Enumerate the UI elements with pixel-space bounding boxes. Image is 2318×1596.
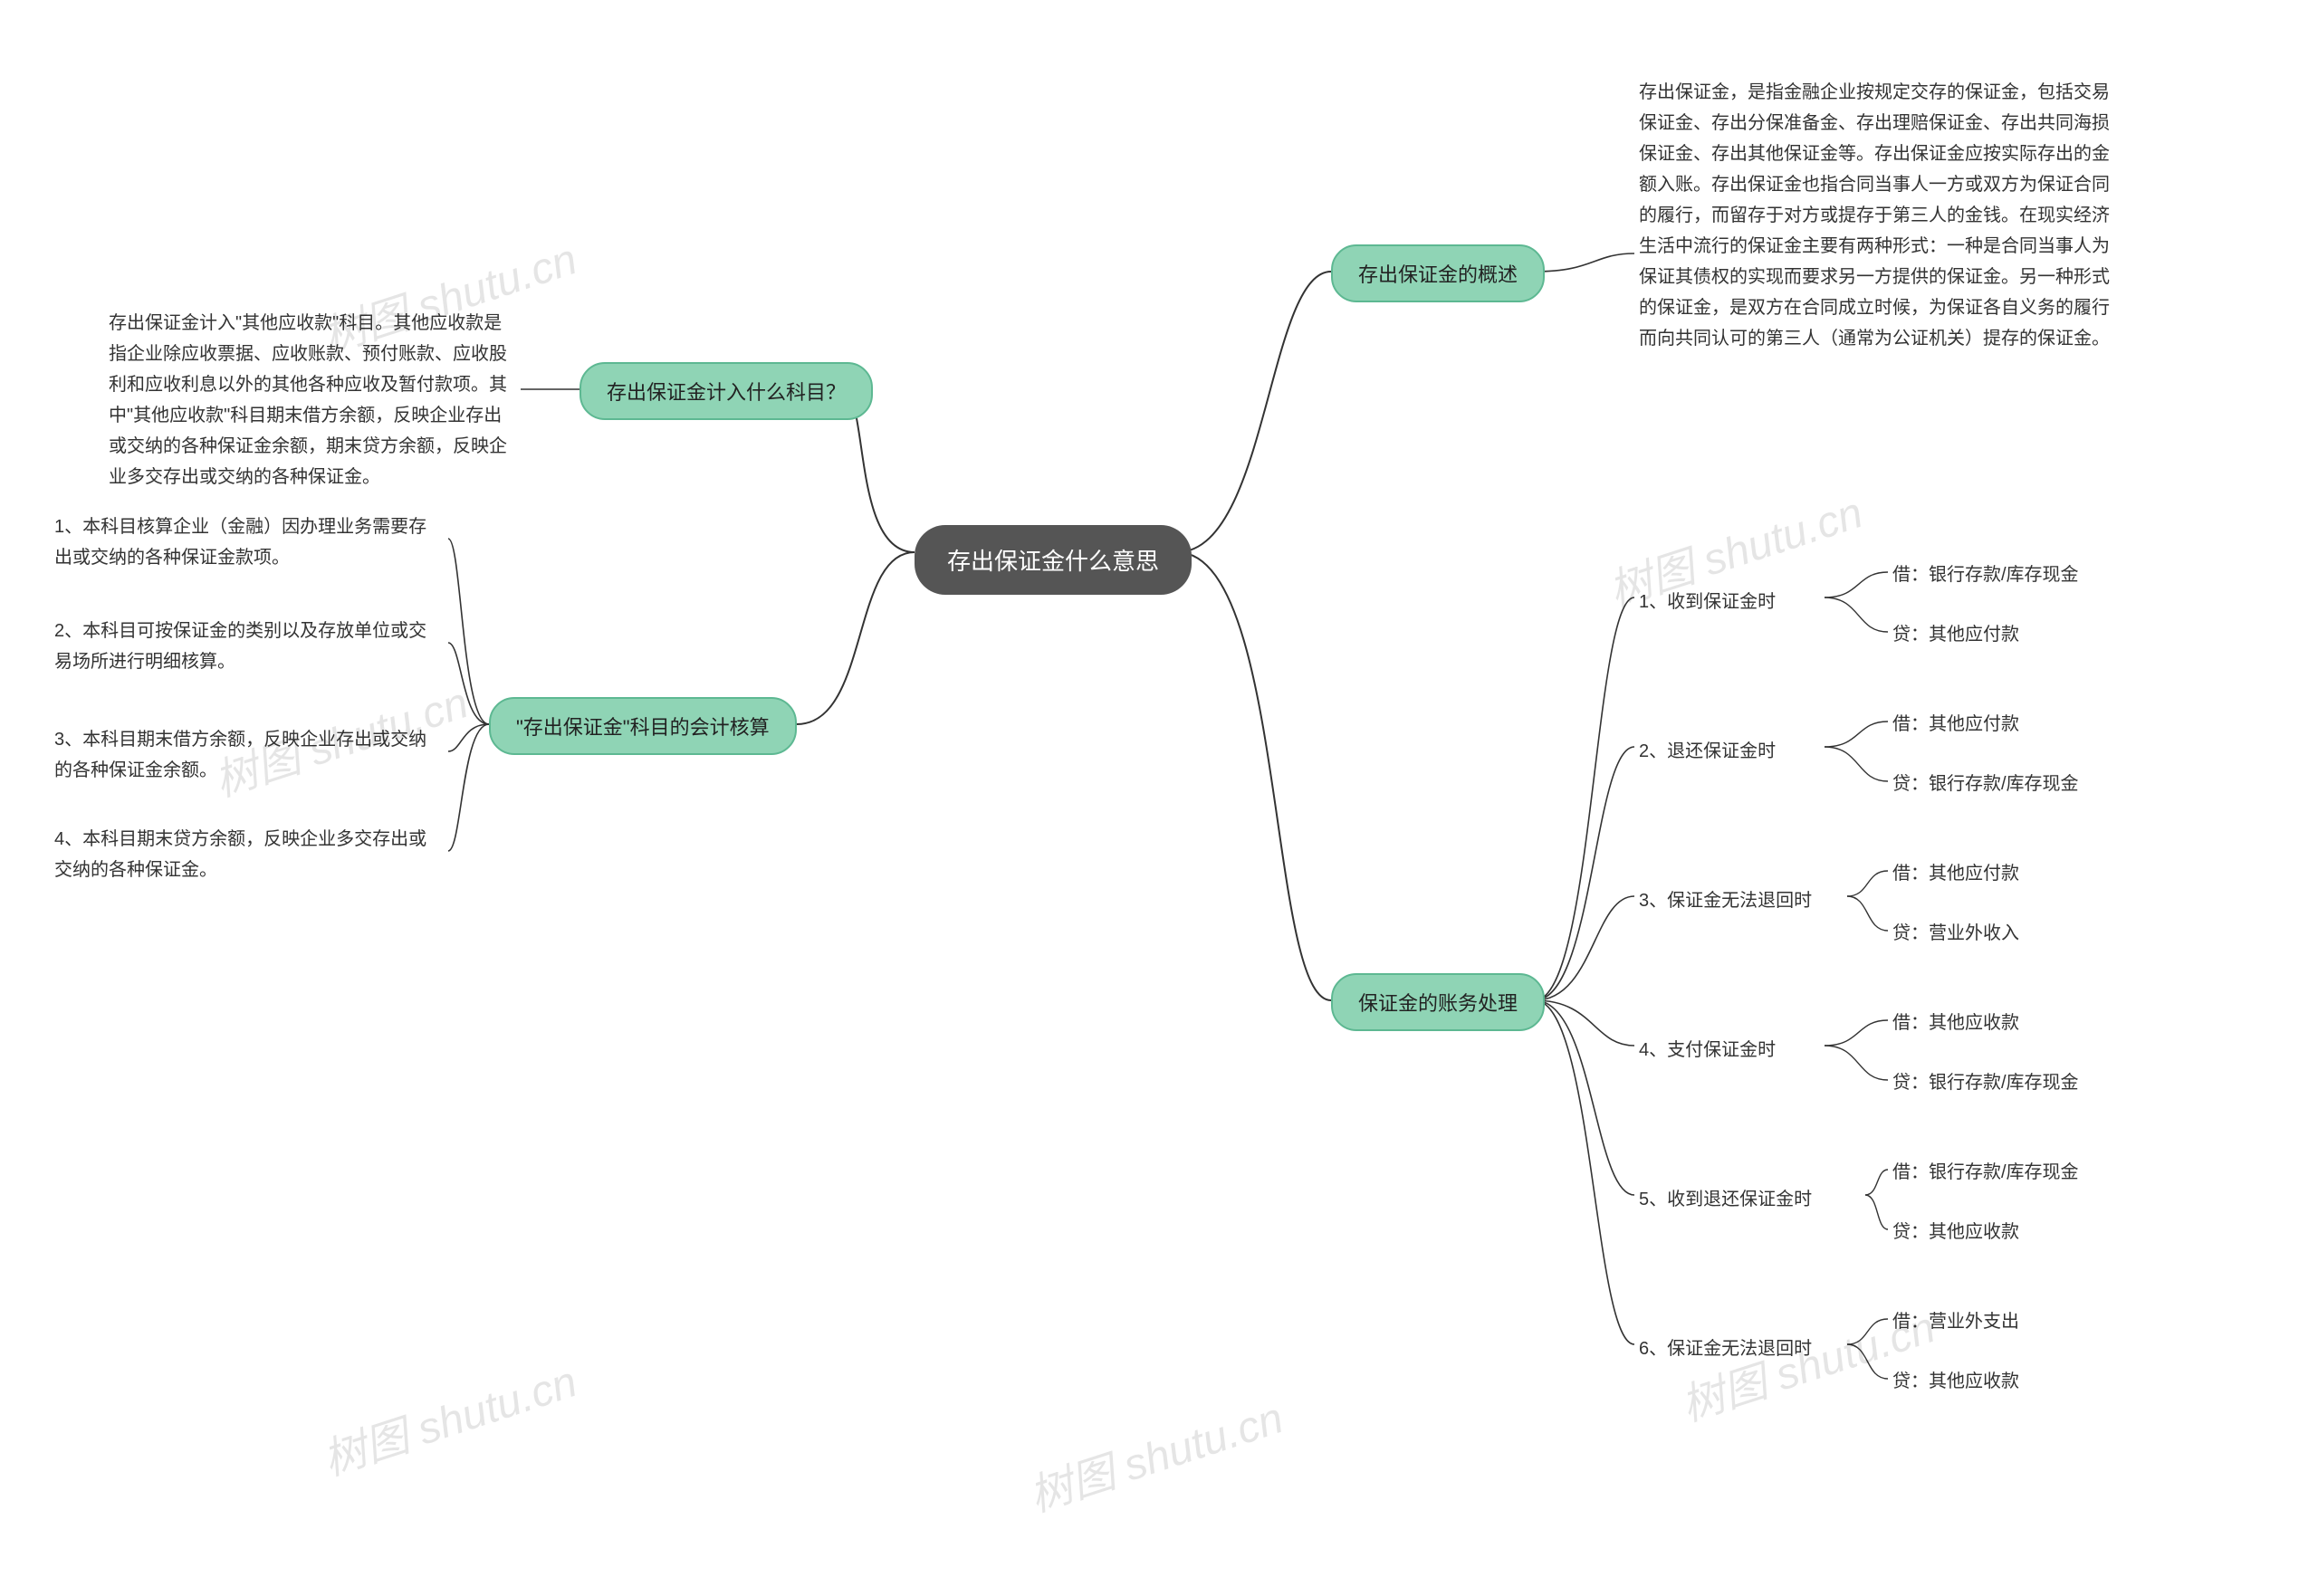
rule-2: 2、本科目可按保证金的类别以及存放单位或交易场所进行明细核算。 [54, 616, 444, 677]
rule-4: 4、本科目期末贷方余额，反映企业多交存出或交纳的各种保证金。 [54, 824, 444, 885]
b2-4-credit: 贷：银行存款/库存现金 [1892, 1067, 2079, 1098]
watermark: 树图 shutu.cn [313, 1346, 583, 1487]
b2-item-5: 5、收到退还保证金时 [1639, 1184, 1812, 1215]
b2-5-debit: 借：银行存款/库存现金 [1892, 1157, 2079, 1188]
b2-item-3: 3、保证金无法退回时 [1639, 885, 1812, 916]
b2-item-2: 2、退还保证金时 [1639, 736, 1776, 767]
branch-overview[interactable]: 存出保证金的概述 [1331, 244, 1545, 302]
b2-3-debit: 借：其他应付款 [1892, 858, 2019, 889]
b2-item-4: 4、支付保证金时 [1639, 1035, 1776, 1066]
center-node[interactable]: 存出保证金什么意思 [915, 525, 1192, 595]
b2-2-debit: 借：其他应付款 [1892, 709, 2019, 740]
b2-3-credit: 贷：营业外收入 [1892, 918, 2019, 949]
branch-accounting-rules[interactable]: "存出保证金"科目的会计核算 [489, 697, 797, 755]
watermark: 树图 shutu.cn [1020, 1382, 1289, 1524]
b2-item-6: 6、保证金无法退回时 [1639, 1333, 1812, 1364]
b2-6-debit: 借：营业外支出 [1892, 1306, 2019, 1337]
mindmap-canvas: 存出保证金什么意思 存出保证金的概述 保证金的账务处理 存出保证金计入什么科目？… [0, 0, 2318, 1596]
branch-accounting-treatment[interactable]: 保证金的账务处理 [1331, 973, 1545, 1031]
b2-item-1: 1、收到保证金时 [1639, 587, 1776, 617]
b2-1-debit: 借：银行存款/库存现金 [1892, 559, 2079, 590]
rule-3: 3、本科目期末借方余额，反映企业存出或交纳的各种保证金余额。 [54, 724, 444, 786]
overview-text: 存出保证金，是指金融企业按规定交存的保证金，包括交易保证金、存出分保准备金、存出… [1639, 77, 2119, 354]
branch-which-account[interactable]: 存出保证金计入什么科目？ [580, 362, 873, 420]
b2-5-credit: 贷：其他应收款 [1892, 1217, 2019, 1247]
b2-4-debit: 借：其他应收款 [1892, 1008, 2019, 1038]
b2-1-credit: 贷：其他应付款 [1892, 619, 2019, 650]
b2-2-credit: 贷：银行存款/库存现金 [1892, 769, 2079, 799]
rule-1: 1、本科目核算企业（金融）因办理业务需要存出或交纳的各种保证金款项。 [54, 511, 444, 573]
b2-6-credit: 贷：其他应收款 [1892, 1366, 2019, 1397]
which-account-text: 存出保证金计入"其他应收款"科目。其他应收款是指企业除应收票据、应收账款、预付账… [109, 308, 516, 492]
